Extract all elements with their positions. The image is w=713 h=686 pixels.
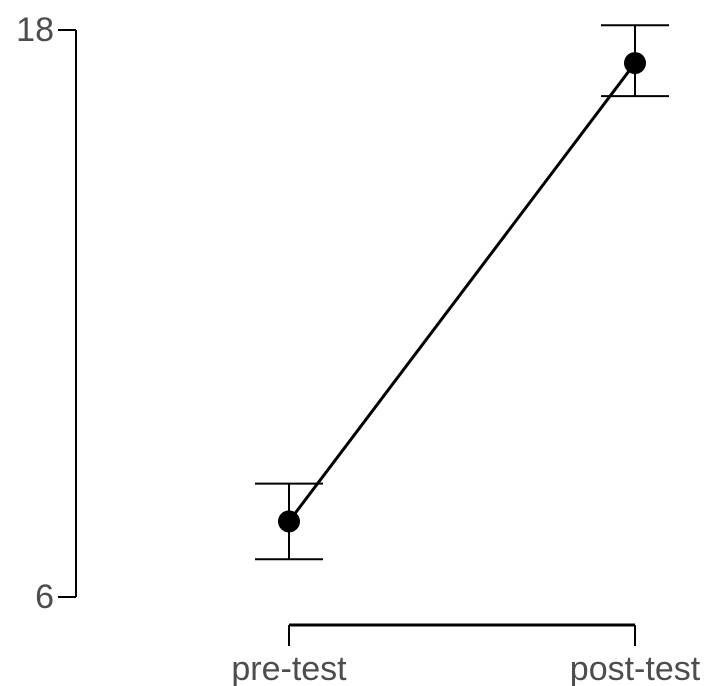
x-tick-label: pre-test: [231, 650, 347, 686]
data-point: [278, 510, 300, 533]
y-tick-label: 18: [16, 11, 54, 49]
y-axis: 6 18: [16, 11, 77, 616]
y-tick-label: 6: [35, 578, 54, 616]
data-point: [624, 52, 646, 75]
plot-area: [255, 24, 669, 561]
x-tick-label: post-test: [570, 650, 701, 686]
x-axis: pre-test post-test: [231, 623, 701, 686]
series-line: [287, 62, 637, 523]
